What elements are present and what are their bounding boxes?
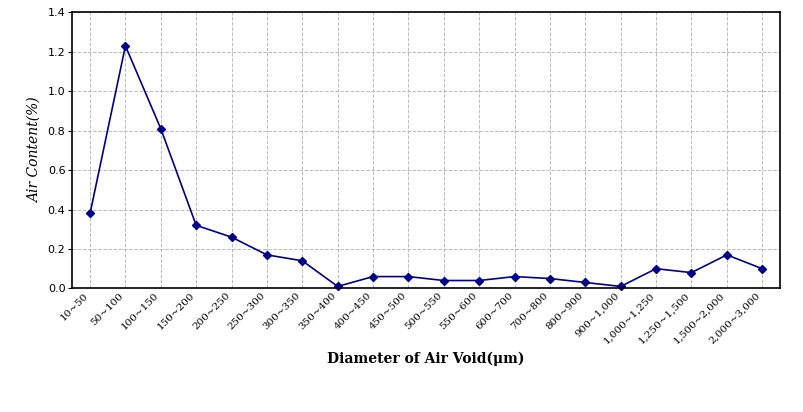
Y-axis label: Air Content(%): Air Content(%) <box>28 98 42 203</box>
X-axis label: Diameter of Air Void(μm): Diameter of Air Void(μm) <box>327 351 524 366</box>
